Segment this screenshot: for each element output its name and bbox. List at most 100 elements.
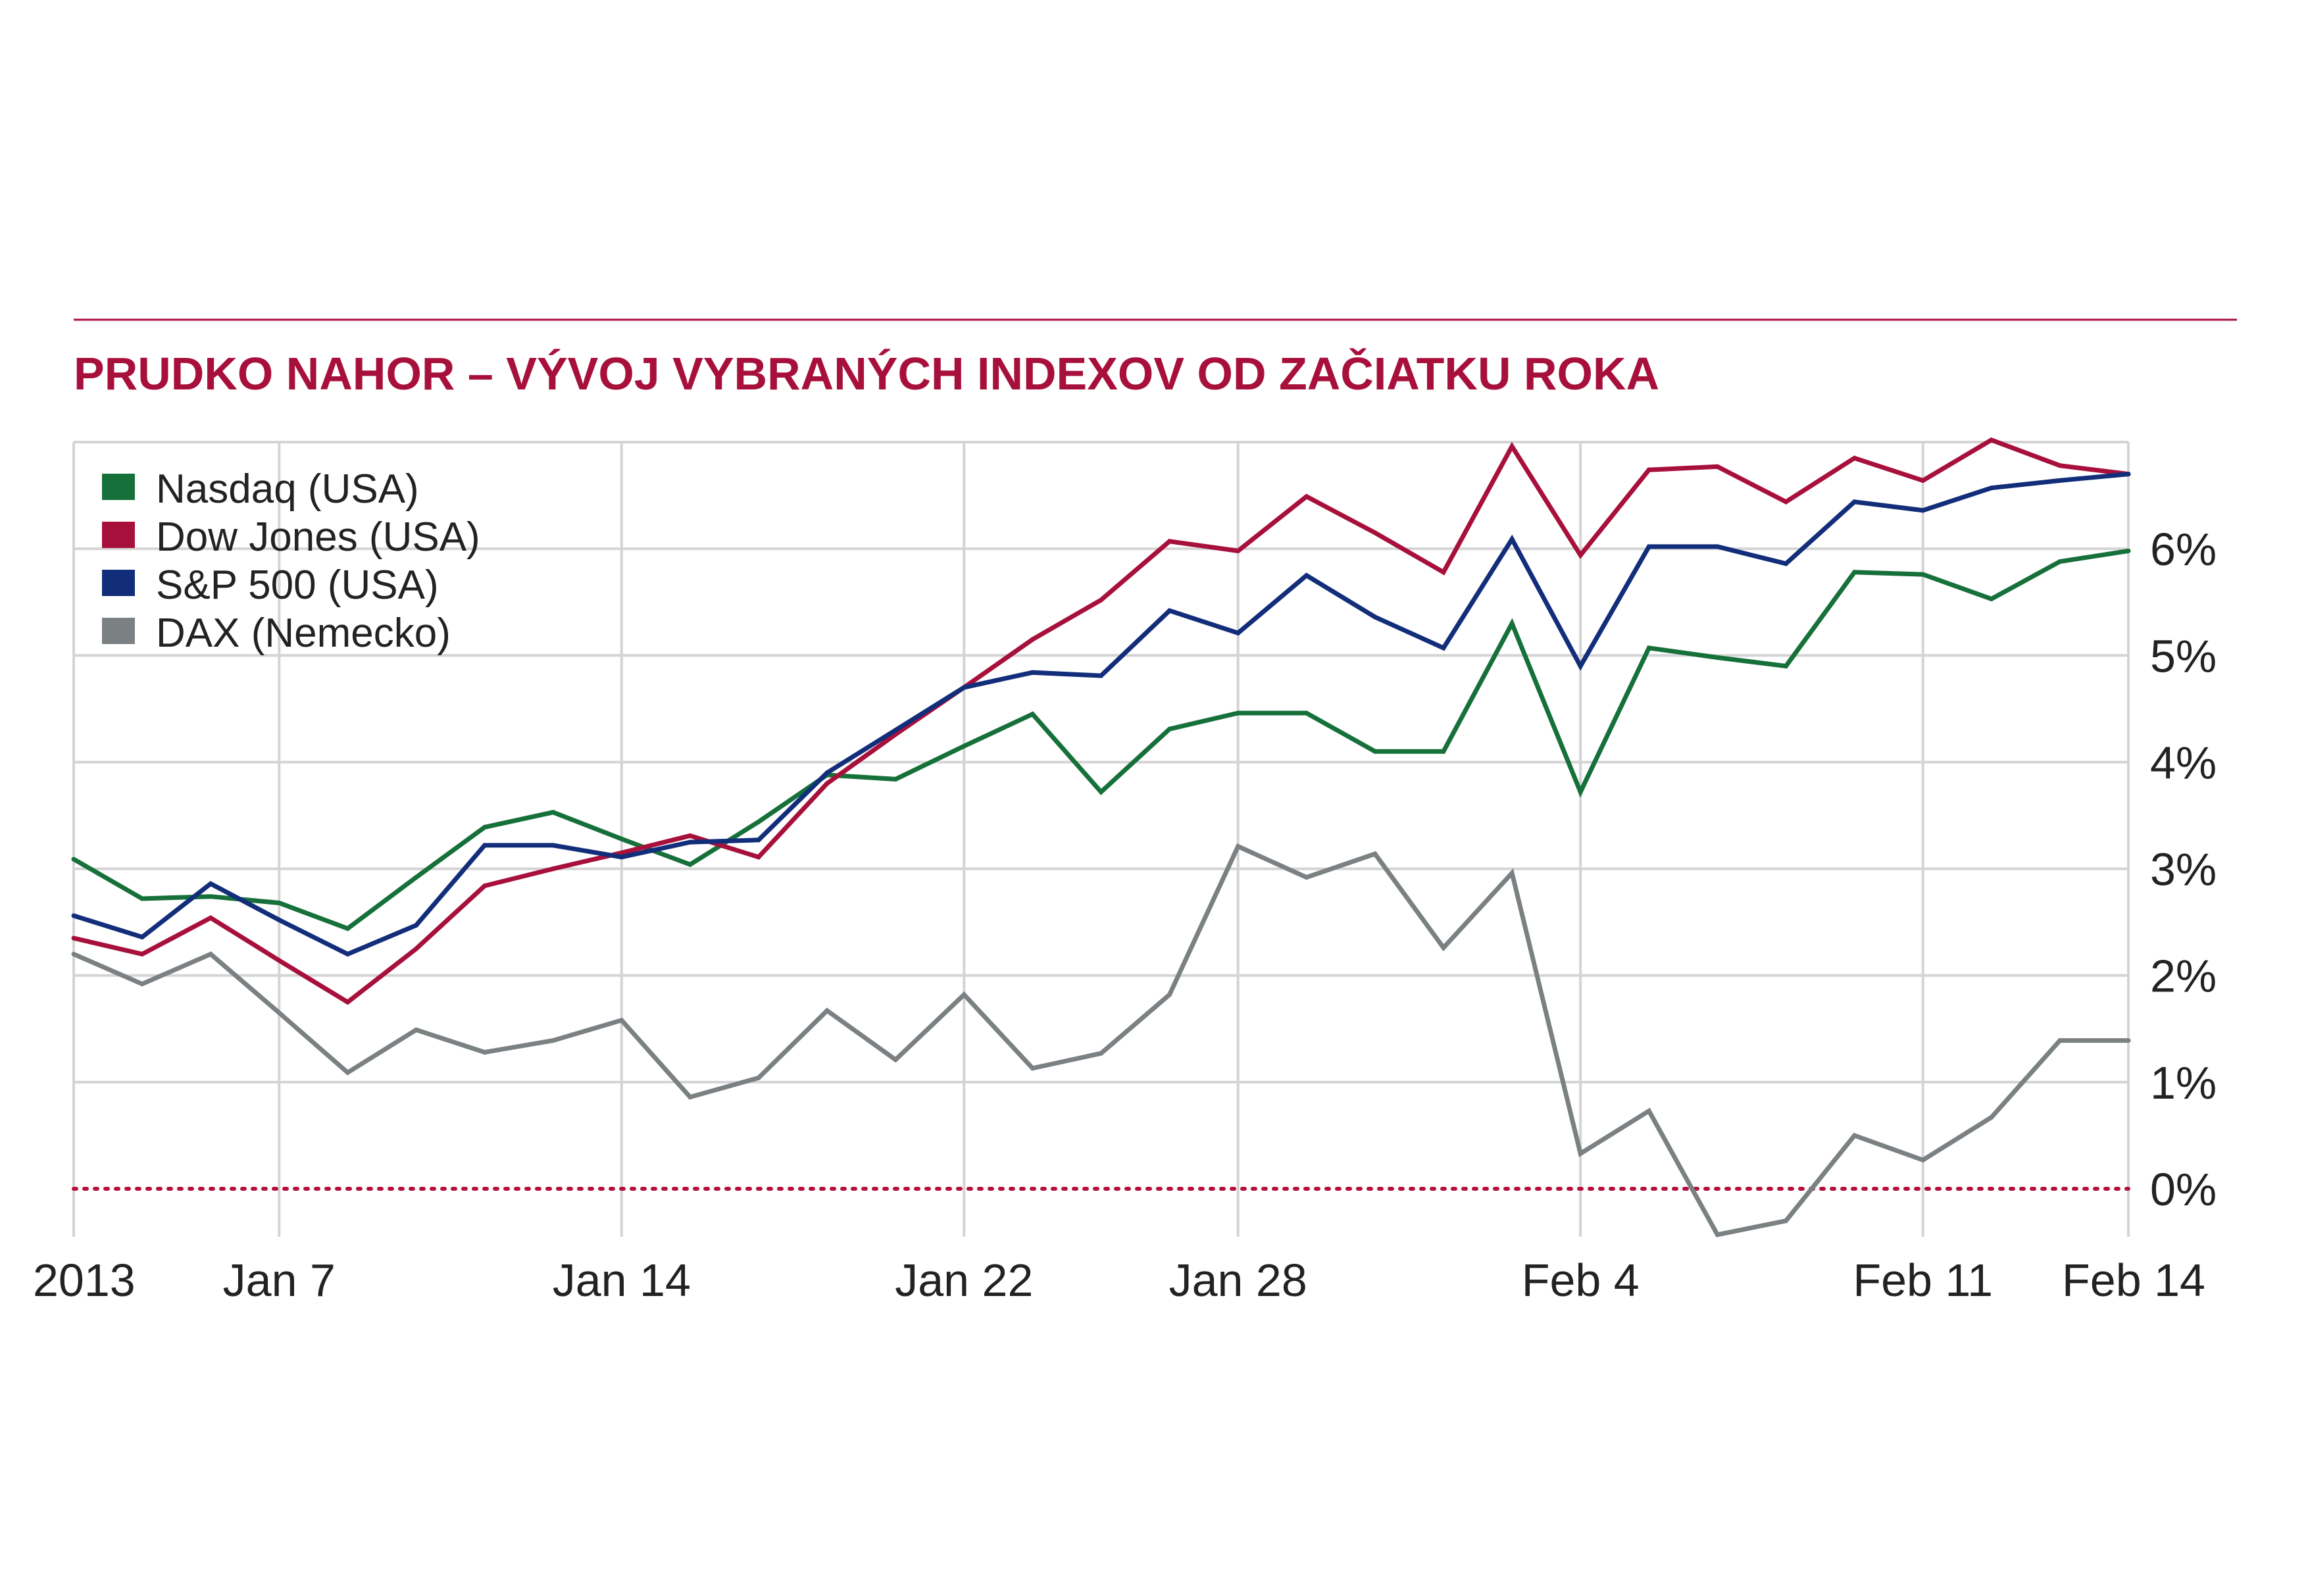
data-point bbox=[139, 896, 145, 901]
data-point bbox=[1920, 478, 1926, 483]
data-point bbox=[961, 743, 966, 749]
data-point bbox=[1646, 467, 1651, 472]
data-point bbox=[619, 836, 624, 841]
data-point bbox=[1372, 749, 1378, 754]
data-point bbox=[1030, 637, 1035, 642]
data-point bbox=[1099, 673, 1103, 678]
data-point bbox=[1030, 711, 1035, 716]
data-point bbox=[1509, 870, 1515, 876]
y-tick-label: 6% bbox=[2150, 524, 2217, 575]
data-point bbox=[2057, 1038, 2063, 1043]
data-point bbox=[1989, 596, 1994, 601]
data-point bbox=[551, 1038, 556, 1043]
y-tick-label: 3% bbox=[2150, 844, 2217, 895]
data-point bbox=[414, 923, 418, 928]
data-point bbox=[2126, 548, 2131, 553]
data-point bbox=[1989, 486, 1994, 491]
data-point bbox=[482, 843, 488, 848]
data-point bbox=[482, 1049, 488, 1055]
data-point bbox=[345, 926, 350, 931]
data-point bbox=[2126, 472, 2131, 477]
data-point bbox=[619, 850, 624, 855]
chart-title: PRUDKO NAHOR – VÝVOJ VYBRANÝCH INDEXOV O… bbox=[74, 347, 1659, 399]
data-point bbox=[276, 900, 282, 905]
data-point bbox=[1509, 621, 1515, 626]
data-point bbox=[824, 770, 830, 776]
series-group bbox=[71, 437, 2131, 1237]
x-tick-label: Jan 7 bbox=[223, 1255, 336, 1306]
legend-swatch bbox=[102, 618, 135, 644]
data-point bbox=[619, 855, 624, 860]
data-point bbox=[1920, 508, 1926, 513]
data-point bbox=[208, 915, 213, 920]
data-point bbox=[1099, 597, 1103, 603]
data-point bbox=[2057, 559, 2063, 564]
data-point bbox=[345, 999, 350, 1005]
data-point bbox=[1920, 572, 1926, 577]
data-point bbox=[688, 1095, 693, 1100]
x-tick-label: Jan 22 bbox=[895, 1255, 1033, 1306]
data-point bbox=[1989, 437, 1994, 443]
data-point bbox=[345, 951, 350, 957]
data-point bbox=[1989, 1114, 1994, 1120]
data-point bbox=[756, 855, 761, 860]
data-point bbox=[1236, 548, 1241, 553]
series-1 bbox=[71, 437, 2131, 1005]
data-point bbox=[893, 776, 898, 782]
data-point bbox=[619, 1018, 624, 1023]
y-tick-label: 1% bbox=[2150, 1057, 2217, 1109]
data-point bbox=[2057, 478, 2063, 483]
data-point bbox=[1784, 1218, 1788, 1224]
data-point bbox=[1715, 655, 1720, 661]
data-point bbox=[1578, 789, 1583, 795]
x-axis-ticks: 2013 Jan 7 Jan 14 Jan 22 Jan 28 Feb 4 Feb 11 Fe… bbox=[33, 1255, 2205, 1306]
legend-swatch bbox=[102, 474, 135, 500]
data-point bbox=[1441, 749, 1446, 754]
data-point bbox=[756, 819, 761, 824]
data-point bbox=[276, 958, 282, 963]
data-point bbox=[1372, 614, 1378, 620]
data-point bbox=[1646, 544, 1651, 549]
legend-swatch bbox=[102, 522, 135, 548]
data-point bbox=[414, 875, 418, 880]
data-point bbox=[1578, 1151, 1583, 1157]
data-point bbox=[756, 1075, 761, 1080]
legend-label: S&P 500 (USA) bbox=[156, 562, 439, 608]
data-point bbox=[71, 857, 76, 862]
data-point bbox=[1852, 1133, 1857, 1138]
data-point bbox=[824, 1008, 830, 1013]
data-point bbox=[961, 992, 966, 997]
data-point bbox=[1441, 645, 1446, 651]
data-point bbox=[1852, 499, 1857, 505]
data-point bbox=[1578, 553, 1583, 558]
data-point bbox=[1852, 570, 1857, 575]
data-point bbox=[1784, 664, 1788, 669]
data-point bbox=[1236, 844, 1241, 849]
data-point bbox=[961, 685, 966, 690]
data-point bbox=[1646, 1109, 1651, 1114]
data-point bbox=[139, 951, 145, 957]
legend: Nasdaq (USA)Dow Jones (USA)S&P 500 (USA)… bbox=[102, 466, 480, 656]
data-point bbox=[139, 934, 145, 939]
data-point bbox=[1304, 494, 1309, 499]
x-tick-label: Jan 14 bbox=[553, 1255, 691, 1306]
data-point bbox=[1236, 630, 1241, 636]
data-point bbox=[756, 837, 761, 843]
data-point bbox=[2057, 463, 2063, 468]
data-point bbox=[1920, 1157, 1926, 1162]
legend-label: Nasdaq (USA) bbox=[156, 466, 419, 512]
data-point bbox=[1509, 443, 1515, 449]
data-point bbox=[688, 839, 693, 845]
data-point bbox=[824, 781, 830, 786]
legend-swatch bbox=[102, 570, 135, 596]
data-point bbox=[71, 913, 76, 918]
data-point bbox=[1715, 464, 1720, 469]
data-point bbox=[276, 1010, 282, 1015]
data-point bbox=[276, 917, 282, 922]
y-tick-label: 4% bbox=[2150, 737, 2217, 788]
data-point bbox=[1167, 539, 1172, 544]
data-point bbox=[893, 1057, 898, 1062]
data-point bbox=[482, 884, 488, 889]
